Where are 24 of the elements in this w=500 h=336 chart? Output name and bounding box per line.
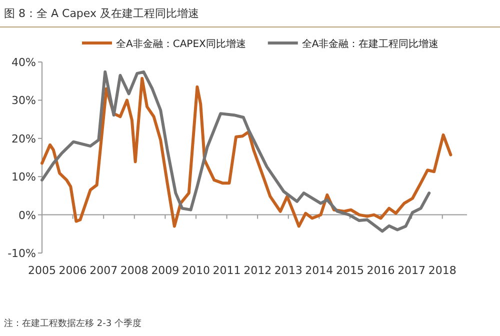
text: 注：在建工程数据左移 2-3 个季度 (4, 318, 142, 329)
y-tick-label: 10% (12, 170, 36, 184)
y-tick-label: 0% (18, 208, 36, 222)
y-tick-label: 40% (12, 56, 36, 69)
x-tick-label: 2014 (305, 264, 334, 277)
y-tick-label: -10% (8, 247, 36, 260)
x-tick-label: 2011 (212, 264, 241, 277)
x-tick-label: 2018 (428, 264, 456, 277)
x-tick-label: 2016 (366, 264, 395, 277)
x-tick-label: 2007 (90, 264, 118, 277)
x-tick-label: 2010 (182, 264, 210, 277)
legend-label: 全A非金融：在建工程同比增速 (302, 38, 439, 50)
chart-title: 图 8：全 A Capex 及在建工程同比增速 (4, 7, 199, 20)
legend-label: 全A非金融：CAPEX同比增速 (116, 38, 246, 50)
y-tick-label: 20% (12, 132, 36, 146)
x-tick-label: 2008 (120, 264, 148, 277)
x-tick-label: 2013 (274, 264, 302, 277)
x-tick-label: 2006 (58, 264, 87, 277)
x-tick-label: 2012 (244, 264, 272, 277)
x-tick-label: 2009 (151, 264, 180, 277)
y-tick-label: 30% (12, 94, 36, 108)
x-tick-label: 2015 (336, 264, 364, 277)
x-tick-label: 2017 (398, 264, 426, 277)
x-tick-label: 2005 (28, 264, 56, 277)
